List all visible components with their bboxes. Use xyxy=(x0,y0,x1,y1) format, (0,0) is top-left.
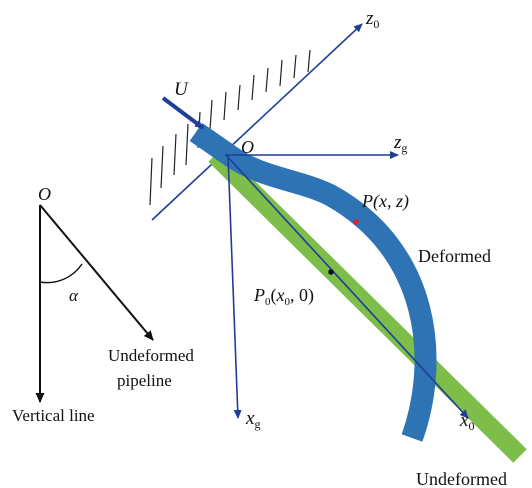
point-P-label: P(x, z) xyxy=(361,191,409,212)
inset-undeformed-label-2: pipeline xyxy=(117,371,172,390)
angle-arc xyxy=(39,263,83,284)
xg-axis-label: xg xyxy=(245,408,260,431)
flow-arrow xyxy=(161,96,205,130)
point-P0-marker xyxy=(328,269,334,275)
inset-undeformed-label-1: Undeformed xyxy=(108,346,194,365)
z0-axis-label: z0 xyxy=(365,8,379,31)
point-P-marker xyxy=(353,219,359,225)
undeformed-label: Undeformed xyxy=(416,469,507,488)
z0-axis xyxy=(151,23,363,221)
vertical-line-label: Vertical line xyxy=(12,406,95,425)
x0-axis xyxy=(225,154,469,419)
undeformed-pipeline-line xyxy=(39,204,154,341)
inset-origin-label: O xyxy=(38,184,51,204)
point-P0-label: P0(x0, 0) xyxy=(253,285,314,308)
flow-label: U xyxy=(174,79,189,100)
angle-label: α xyxy=(69,286,79,305)
angle-inset: O α Undeformed pipeline Vertical line xyxy=(12,184,194,425)
origin-label: O xyxy=(241,137,254,157)
zg-axis-label: zg xyxy=(393,132,407,155)
deformed-label: Deformed xyxy=(418,246,491,266)
x0-axis-label: x0 xyxy=(459,410,474,433)
undeformed-pipe xyxy=(208,148,527,463)
xg-axis xyxy=(227,154,242,419)
